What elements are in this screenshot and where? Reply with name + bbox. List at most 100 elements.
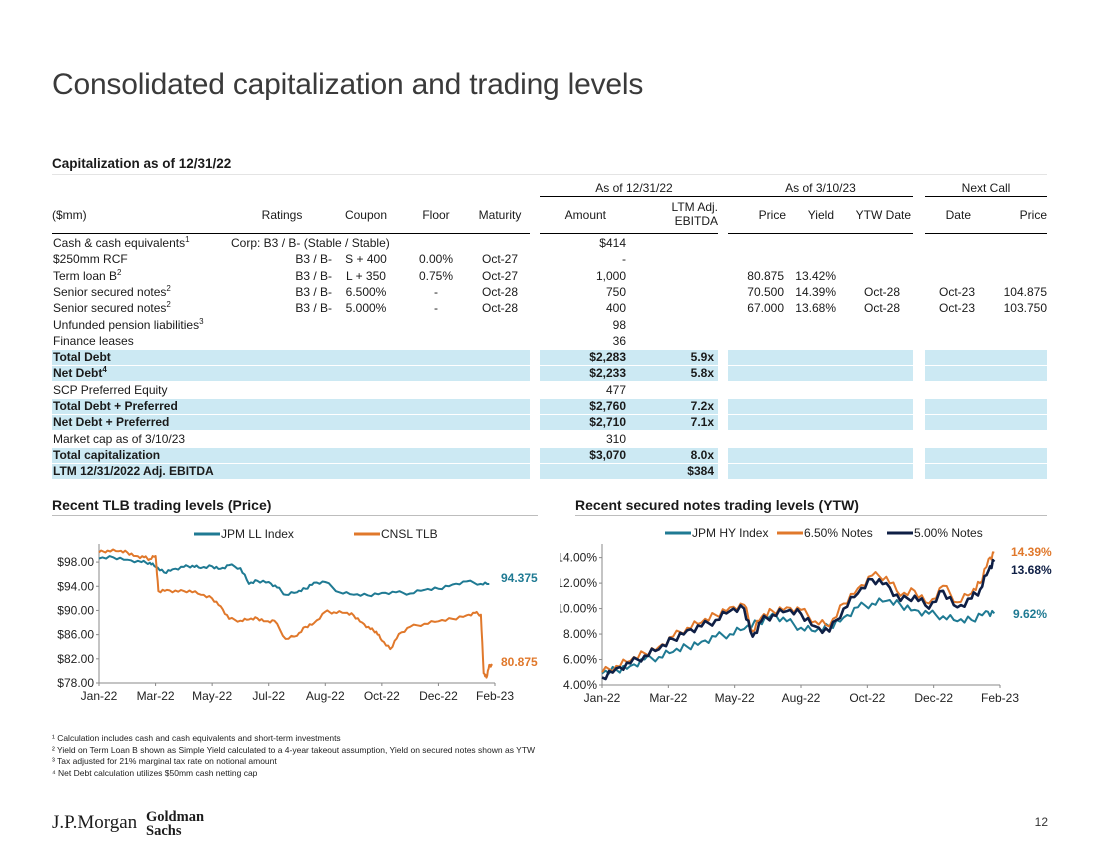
legend-label: 5.00% Notes xyxy=(914,526,983,540)
table-row: Market cap as of 3/10/23 310 xyxy=(52,432,1047,447)
row-label-text: Net Debt + Preferred xyxy=(53,415,170,430)
footnote-marker: 2 xyxy=(166,300,171,310)
cell-maturity: Oct-28 xyxy=(481,284,518,299)
cell-amount: 310 xyxy=(605,431,626,446)
cell-amount: 98 xyxy=(612,317,626,332)
x-tick-label: May-22 xyxy=(192,689,232,703)
row-label: Market cap as of 3/10/23 xyxy=(53,432,185,447)
row-highlight-band xyxy=(728,415,913,431)
cell-floor: 0.75% xyxy=(418,268,454,283)
cell-ratings: B3 / B- xyxy=(295,252,332,267)
table-row: Senior secured notes2 B3 / B- 5.000% - Oct-2… xyxy=(52,301,1047,316)
page-title: Consolidated capitalization and trading … xyxy=(52,68,644,101)
row-label-text: Senior secured notes xyxy=(53,284,167,299)
footnote-marker: 3 xyxy=(199,316,204,326)
table-row: Total Debt + Preferred $2,760 7.2x xyxy=(52,399,1047,414)
cell-amount: $3,070 xyxy=(589,447,626,462)
y-tick-label: 14.00% xyxy=(560,551,597,565)
row-highlight-band xyxy=(540,399,718,414)
x-tick-label: Jan-22 xyxy=(81,689,118,703)
cell-yield: 13.68% xyxy=(795,301,836,316)
tlb-price-chart: $78.00 $82.00 $86.00 $90.00 $94.00 $98.00 Jan-… xyxy=(57,527,538,703)
col-header-yield: Yield xyxy=(807,208,834,222)
col-header-coupon: Coupon xyxy=(344,208,388,222)
x-tick-label: Jan-22 xyxy=(584,691,621,705)
y-tick-label: 8.00% xyxy=(563,627,597,641)
cell-cdate: Oct-23 xyxy=(938,301,975,316)
cell-ratings: Corp: B3 / B- (Stable / Stable) xyxy=(231,236,390,250)
cell-amount: $2,710 xyxy=(589,415,626,430)
row-label-text: $250mm RCF xyxy=(53,252,128,267)
row-label: SCP Preferred Equity xyxy=(53,383,168,398)
cell-price: 70.500 xyxy=(747,284,784,299)
row-label-text: Finance leases xyxy=(53,333,134,348)
x-tick-label: Dec-22 xyxy=(914,691,953,705)
chart-title-divider xyxy=(575,515,1047,516)
row-label-text: Total Debt + Preferred xyxy=(53,399,178,413)
col-header-call-date: Date xyxy=(945,208,971,222)
col-header-floor: Floor xyxy=(422,208,450,222)
legend-label: JPM HY Index xyxy=(692,526,768,540)
col-header-ltm: LTM Adj. EBITDA xyxy=(642,200,718,228)
row-highlight-band xyxy=(52,415,530,431)
col-header-mm: ($mm) xyxy=(52,208,87,222)
cell-cprice: 103.750 xyxy=(1003,301,1047,316)
cell-maturity: Oct-27 xyxy=(481,252,518,267)
footnote-marker: 2 xyxy=(166,283,171,293)
goldman-sachs-logo-line1: Goldman xyxy=(146,809,205,825)
row-label-text: LTM 12/31/2022 Adj. EBITDA xyxy=(53,464,214,479)
row-label: Senior secured notes2 xyxy=(53,283,171,300)
cell-ratings: B3 / B- xyxy=(295,284,332,299)
y-tick-label: 4.00% xyxy=(563,678,597,692)
cell-coupon: S + 400 xyxy=(345,252,387,267)
row-label: Senior secured notes2 xyxy=(53,301,171,316)
row-label: Unfunded pension liabilities3 xyxy=(53,316,204,333)
cell-amount: 477 xyxy=(605,382,626,397)
end-value-label: 80.875 xyxy=(501,655,538,669)
cell-cprice: 104.875 xyxy=(1003,284,1047,299)
row-highlight-band xyxy=(52,350,530,366)
col-header-amount: Amount xyxy=(564,208,606,222)
footnote-2: ² Yield on Term Loan B shown as Simple Y… xyxy=(52,744,536,755)
y-tick-label: $86.00 xyxy=(57,628,94,642)
row-label: Term loan B2 xyxy=(53,268,121,284)
cell-amount: 750 xyxy=(605,284,626,299)
row-highlight-band xyxy=(728,366,913,382)
cell-cdate: Oct-23 xyxy=(938,284,975,299)
col-header-ratings: Ratings xyxy=(261,208,303,222)
cell-yield: 14.39% xyxy=(795,284,836,299)
cell-amount: 36 xyxy=(612,333,626,348)
table-row: Unfunded pension liabilities3 98 xyxy=(52,316,1047,333)
row-highlight-band xyxy=(925,415,1047,431)
col-header-ytw-date: YTW Date xyxy=(855,208,911,222)
table-row: Net Debt + Preferred $2,710 7.1x xyxy=(52,415,1047,431)
row-label: Total Debt + Preferred xyxy=(53,399,178,414)
y-tick-label: $78.00 xyxy=(57,676,94,690)
end-value-label: 94.375 xyxy=(501,571,538,585)
row-label-text: Total Debt xyxy=(53,350,111,365)
chart-title-notes: Recent secured notes trading levels (YTW… xyxy=(575,497,859,513)
table-row: Term loan B2 B3 / B- L + 350 0.75% Oct-27 1,0… xyxy=(52,268,1047,284)
cell-ltm: 5.8x xyxy=(690,366,714,381)
row-label: Total Debt xyxy=(53,350,111,365)
footnote-marker: 1 xyxy=(185,235,190,244)
y-tick-label: 10.00% xyxy=(560,602,597,616)
cell-floor: 0.00% xyxy=(418,252,454,267)
x-tick-label: Aug-22 xyxy=(782,691,821,705)
row-highlight-band xyxy=(728,447,913,463)
row-label: LTM 12/31/2022 Adj. EBITDA xyxy=(53,464,214,479)
group-underline xyxy=(540,196,728,197)
x-tick-label: Mar-22 xyxy=(649,691,687,705)
x-tick-label: Oct-22 xyxy=(849,691,885,705)
col-header-price: Price xyxy=(758,208,786,222)
row-highlight-band xyxy=(540,447,718,463)
row-highlight-band xyxy=(52,447,530,463)
cell-maturity: Oct-27 xyxy=(481,268,518,283)
page-number: 12 xyxy=(1034,815,1048,829)
row-highlight-band xyxy=(540,415,718,431)
x-tick-label: Oct-22 xyxy=(364,689,400,703)
group-underline xyxy=(925,196,1047,197)
col-header-ltm-line1: LTM Adj. xyxy=(671,200,718,214)
table-row: Finance leases 36 xyxy=(52,334,1047,349)
row-highlight-band xyxy=(925,399,1047,414)
